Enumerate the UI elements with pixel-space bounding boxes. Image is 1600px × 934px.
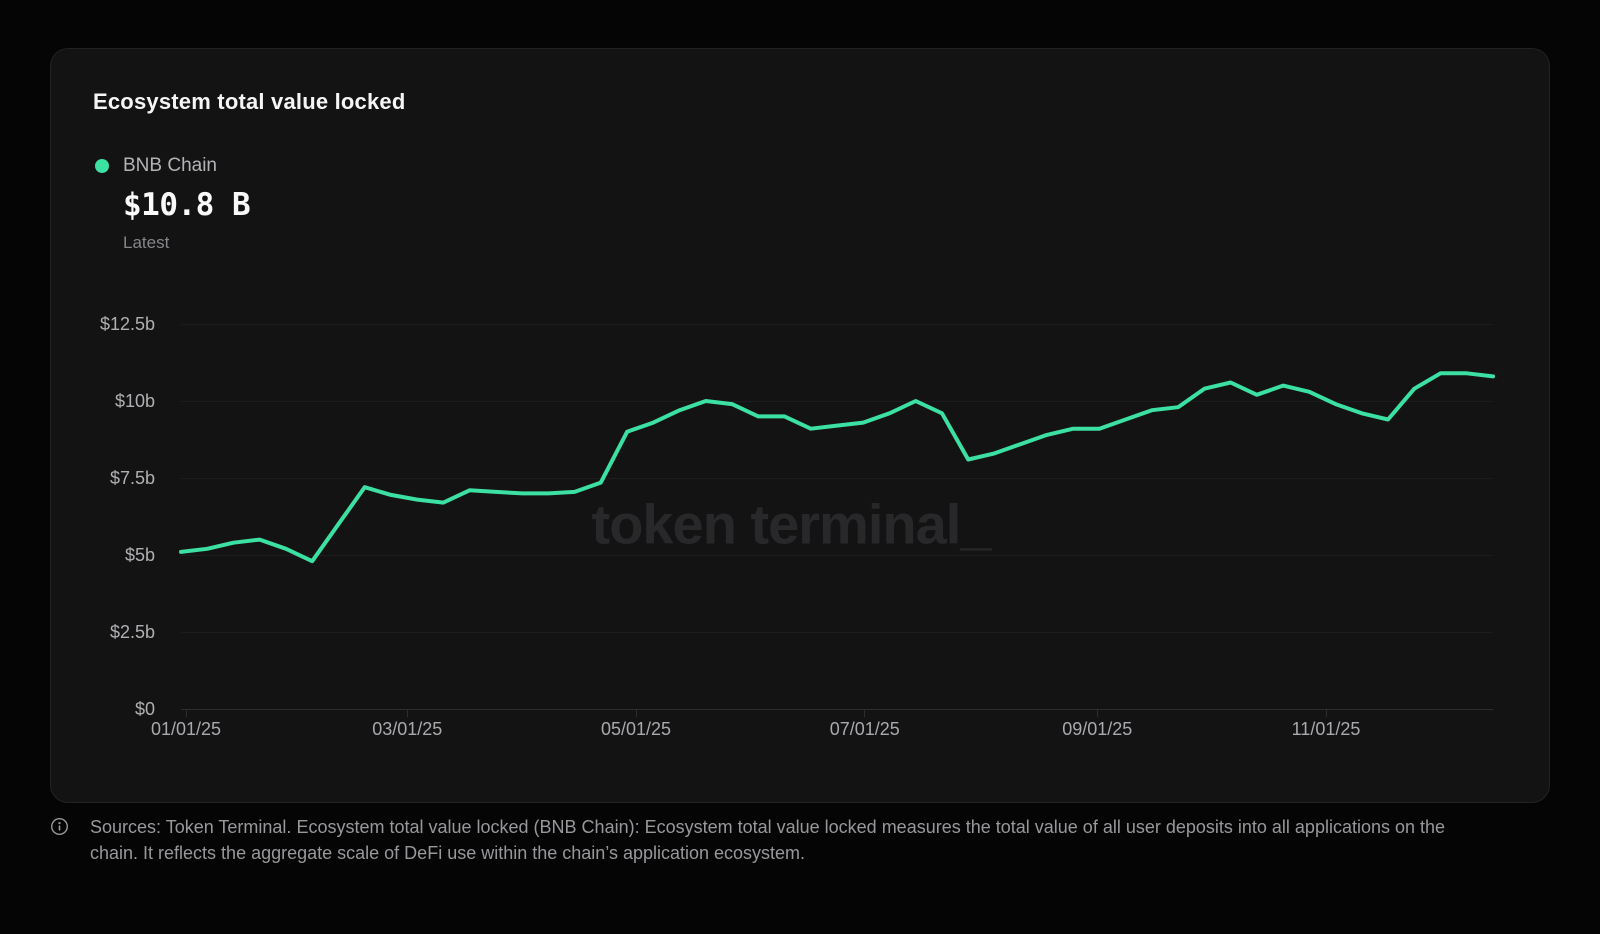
chart-title: Ecosystem total value locked bbox=[93, 89, 406, 114]
gridline-$2.5b bbox=[181, 631, 1493, 633]
x-axis-tick-07/01/25 bbox=[864, 709, 866, 717]
x-axis-label-05/01/25: 05/01/25 bbox=[600, 719, 672, 739]
gridline-$12.5b bbox=[181, 323, 1493, 325]
y-axis-label-$7.5b: $7.5b bbox=[109, 468, 155, 488]
y-axis-label-$10b: $10b bbox=[114, 391, 155, 411]
gridline-$0 bbox=[181, 708, 1493, 710]
x-axis-tick-01/01/25 bbox=[185, 709, 187, 717]
y-axis-label-$2.5b: $2.5b bbox=[109, 622, 155, 642]
y-axis-label-$5b: $5b bbox=[124, 545, 155, 565]
latest-caption: Latest bbox=[123, 233, 170, 252]
series-name: BNB Chain bbox=[123, 155, 217, 176]
x-axis-label-07/01/25: 07/01/25 bbox=[829, 719, 900, 739]
token-terminal-watermark: token terminal_ bbox=[591, 492, 992, 556]
chart-card: Ecosystem total value locked BNB Chain $… bbox=[50, 48, 1550, 803]
x-axis-label-01/01/25: 01/01/25 bbox=[150, 719, 222, 739]
legend-item-bnb-chain[interactable]: BNB Chain bbox=[95, 155, 217, 177]
gridline-$7.5b bbox=[181, 477, 1493, 479]
tvl-series-line[interactable] bbox=[179, 371, 1495, 564]
x-axis-tick-05/01/25 bbox=[635, 709, 637, 717]
y-axis-label-$0: $0 bbox=[134, 699, 155, 719]
chart-plot-area[interactable]: token terminal_ $12.5b $10b $7.5b $5b $2.5b $… bbox=[51, 49, 1551, 804]
x-axis-label-09/01/25: 09/01/25 bbox=[1062, 719, 1133, 739]
gridline-$10b bbox=[181, 400, 1493, 402]
footer-note: Sources: Token Terminal. Ecosystem total… bbox=[50, 814, 1550, 866]
x-axis-tick-03/01/25 bbox=[406, 709, 408, 717]
latest-value: $10.8 B bbox=[123, 187, 251, 223]
x-axis-label-03/01/25: 03/01/25 bbox=[372, 719, 443, 739]
series-color-dot bbox=[95, 159, 109, 173]
y-axis-label-$12.5b: $12.5b bbox=[99, 314, 155, 334]
x-axis-label-11/01/25: 11/01/25 bbox=[1291, 719, 1361, 739]
info-icon bbox=[50, 817, 69, 866]
line-chart-canvas[interactable] bbox=[51, 49, 1551, 804]
gridline-$5b bbox=[181, 554, 1493, 556]
x-axis-tick-09/01/25 bbox=[1096, 709, 1098, 717]
x-axis-tick-11/01/25 bbox=[1325, 709, 1327, 717]
footer-source-text: Sources: Token Terminal. Ecosystem total… bbox=[90, 817, 1446, 863]
